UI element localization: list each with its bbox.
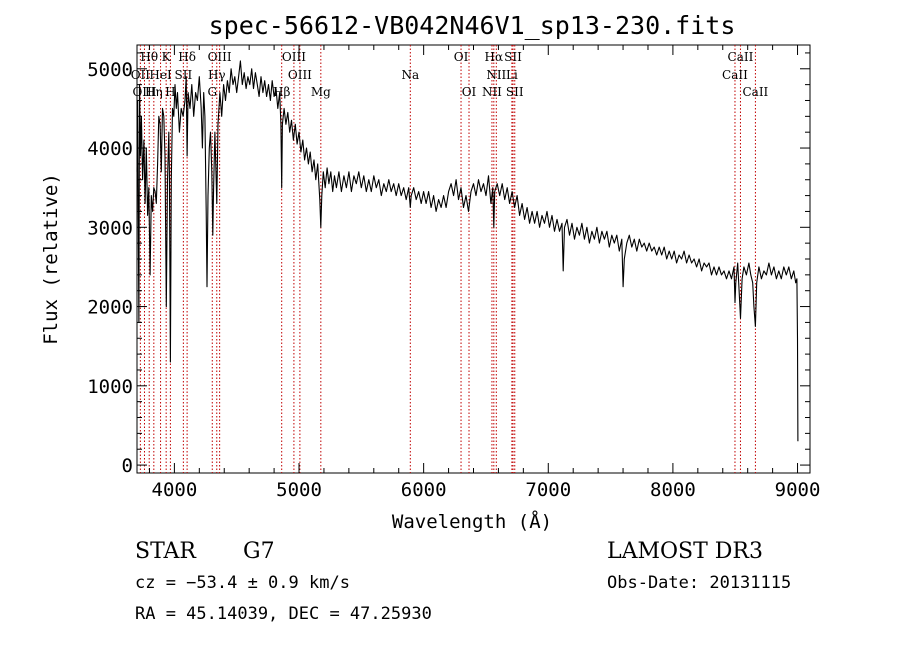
coordinates: RA = 45.14039, DEC = 47.25930 xyxy=(135,604,432,624)
y-tick-label: 3000 xyxy=(87,217,133,239)
spectral-line-label: SII xyxy=(175,68,193,82)
spectral-line-label: OIII xyxy=(208,50,232,64)
plot-box xyxy=(136,44,811,474)
y-tick-label: 0 xyxy=(122,455,133,477)
spectral-line-label: Hα xyxy=(485,50,504,64)
spectral-line-label: CaII xyxy=(722,68,748,82)
spectral-line-label: Na xyxy=(401,68,419,82)
spectral-line-label: HeI xyxy=(149,68,172,82)
x-tick-label: 9000 xyxy=(775,479,821,501)
spectral-line-label: NII xyxy=(482,85,502,99)
spectral-line-label: Hη xyxy=(145,85,163,99)
x-tick-label: 8000 xyxy=(650,479,696,501)
spectral-line-label: SII xyxy=(504,50,522,64)
spectral-line-label: OI xyxy=(462,85,477,99)
object-class: STAR xyxy=(135,539,197,564)
x-tick-label: 5000 xyxy=(276,479,322,501)
x-axis-label: Wavelength (Å) xyxy=(392,510,552,533)
x-tick-label: 7000 xyxy=(525,479,571,501)
spectral-line-label: Mg xyxy=(311,85,331,99)
y-tick-label: 5000 xyxy=(87,59,133,81)
spectral-line-label: Li xyxy=(506,68,518,82)
y-tick-label: 2000 xyxy=(87,297,133,319)
x-tick-label: 6000 xyxy=(401,479,447,501)
object-subclass: G7 xyxy=(243,539,275,564)
spectral-line-label: Hδ xyxy=(178,50,196,64)
y-tick-label: 4000 xyxy=(87,138,133,160)
spectral-line-label: SII xyxy=(506,85,524,99)
spectral-line-label: OIII xyxy=(288,68,312,82)
spectral-line-label: Hθ xyxy=(140,50,158,64)
spectral-line-label: Hβ xyxy=(273,85,290,99)
x-tick-label: 4000 xyxy=(152,479,198,501)
spectrum-series xyxy=(136,60,799,442)
spectral-line-label: OIII xyxy=(282,50,306,64)
spectral-line-label: OI xyxy=(454,50,469,64)
spectral-line-label: K xyxy=(162,50,172,64)
plot-frame xyxy=(136,44,811,474)
spectral-line-markers xyxy=(139,45,756,473)
spectral-line-label: Hγ xyxy=(208,68,226,82)
survey-name: LAMOST DR3 xyxy=(607,539,763,564)
spectrum-line xyxy=(136,60,799,442)
spectral-line-label: OII xyxy=(131,68,151,82)
spectral-line-label: NII xyxy=(486,68,506,82)
axis-ticks xyxy=(137,45,810,473)
spectral-line-label: H xyxy=(165,85,175,99)
y-tick-label: 1000 xyxy=(87,376,133,398)
y-axis-label: Flux (relative) xyxy=(40,173,62,345)
observation-date: Obs-Date: 20131115 xyxy=(607,573,791,593)
spectral-line-label: CaII xyxy=(742,85,768,99)
spectral-line-label: G xyxy=(207,85,217,99)
spectral-line-label: OIII xyxy=(132,85,156,99)
axis-tick-labels: 4000 5000 6000 7000 8000 9000 0 1000 2000 3000 400… xyxy=(87,59,820,501)
chart-title: spec-56612-VB042N46V1_sp13-230.fits xyxy=(209,11,736,40)
spectral-line-label: CaII xyxy=(728,50,754,64)
radial-velocity: cz = −53.4 ± 0.9 km/s xyxy=(135,573,350,593)
